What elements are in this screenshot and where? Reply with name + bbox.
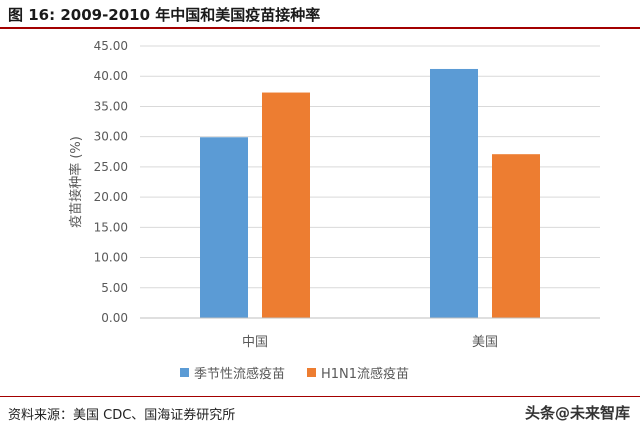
y-tick-label: 25.00: [94, 160, 128, 174]
x-category-label: 中国: [242, 335, 268, 350]
legend-item-seasonal: 季节性流感疫苗: [180, 363, 285, 382]
y-tick-label: 35.00: [94, 99, 128, 113]
bar-chart: 0.00 5.00 10.00 15.00 20.00 25.00 30.00 35.00 40…: [68, 39, 600, 350]
y-tick-label: 40.00: [94, 69, 128, 83]
y-tick-label: 20.00: [94, 190, 128, 204]
y-tick-label: 10.00: [94, 251, 128, 265]
y-tick-label: 15.00: [94, 220, 128, 234]
y-tick-label: 45.00: [94, 39, 128, 53]
title-rule: [0, 27, 640, 29]
legend-swatch-seasonal: [180, 367, 189, 377]
legend-label-seasonal: 季节性流感疫苗: [194, 366, 286, 382]
legend-label-h1n1: H1N1流感疫苗: [321, 366, 410, 382]
y-axis-label: 疫苗接种率 (%): [68, 136, 84, 228]
watermark: 头条@未来智库: [524, 404, 630, 422]
bar: [200, 137, 248, 318]
bar: [430, 68, 478, 318]
legend-item-h1n1: H1N1流感疫苗: [307, 363, 409, 382]
y-tick-label: 5.00: [101, 281, 128, 295]
y-tick-label: 0.00: [101, 311, 128, 325]
legend-swatch-h1n1: [307, 367, 317, 377]
bar: [262, 92, 310, 318]
y-tick-label: 30.00: [94, 130, 128, 144]
x-category-label: 美国: [472, 335, 498, 350]
footer-rule: [0, 396, 640, 397]
source-note: 资料来源：美国 CDC、国海证券研究所: [8, 408, 236, 423]
bar: [492, 154, 540, 318]
figure-title: 图 16: 2009-2010 年中国和美国疫苗接种率: [8, 6, 321, 24]
legend: 季节性流感疫苗 H1N1流感疫苗: [180, 362, 431, 382]
